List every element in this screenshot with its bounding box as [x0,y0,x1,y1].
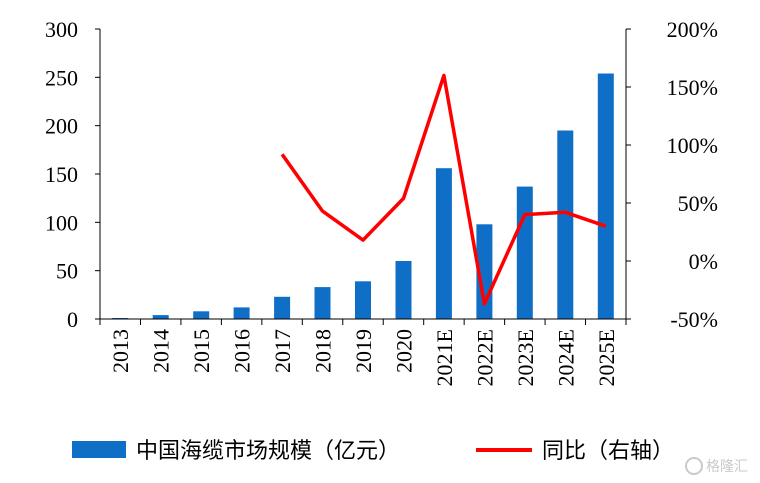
y-left-tick-label: 50 [56,259,78,284]
bar-2023E [516,186,533,319]
y-left-tick-label: 150 [45,162,78,187]
legend: 中国海缆市场规模（亿元） 同比（右轴） [72,439,674,464]
bar-2021E [435,168,452,319]
x-tick-label: 2016 [230,329,255,373]
bar-2018 [314,287,331,319]
bar-series [112,73,614,319]
y-right-tick-label: -50% [670,307,718,332]
bar-2015 [193,311,210,319]
axes: 0 50 100 150 200 250 300 -50% 0% 50% 100% 150% 200% [45,17,718,332]
legend-line-label: 同比（右轴） [542,439,674,464]
y-right-tick-label: 0% [689,249,718,274]
bar-2025E [597,73,614,319]
x-tick-label: 2014 [149,329,174,373]
legend-bar-swatch [72,441,126,458]
y-left-tick-label: 300 [45,17,78,42]
y-left-tick-label: 250 [45,65,78,90]
y-left-tick-label: 0 [67,307,78,332]
y-right-tick-label: 150% [667,75,718,100]
x-tick-label: 2019 [351,329,376,373]
x-tick-labels: 2013 2014 2015 2016 2017 2018 2019 2020 2021E 202… [108,329,619,386]
legend-bar-label: 中国海缆市场规模（亿元） [136,439,400,464]
y-right-tick-label: 100% [667,133,718,158]
bar-2019 [355,281,371,319]
x-tick-label: 2020 [392,329,417,373]
x-tick-label: 2022E [472,329,497,386]
yoy-line [280,73,607,306]
bar-2014 [152,315,169,319]
bar-2024E [557,130,574,319]
watermark-text: 格隆汇 [706,459,748,475]
x-tick-label: 2023E [513,329,538,386]
watermark-logo-icon [685,457,703,475]
x-tick-label: 2021E [432,329,457,386]
x-tick-label: 2015 [189,329,214,373]
x-tick-label: 2018 [311,329,336,373]
y-left-tick-label: 100 [45,210,78,235]
bar-2020 [395,261,412,319]
x-tick-label: 2017 [270,329,295,373]
line-series [280,73,607,306]
watermark: 格隆汇 [685,457,748,475]
x-tick-label: 2013 [108,329,133,373]
bar-2017 [274,296,291,319]
y-right-tick-label: 200% [667,17,718,42]
x-tick-label: 2024E [553,329,578,386]
x-tick-label: 2025E [594,329,619,386]
bar-2016 [233,307,250,319]
y-right-tick-label: 50% [678,191,718,216]
y-left-tick-label: 200 [45,114,78,139]
